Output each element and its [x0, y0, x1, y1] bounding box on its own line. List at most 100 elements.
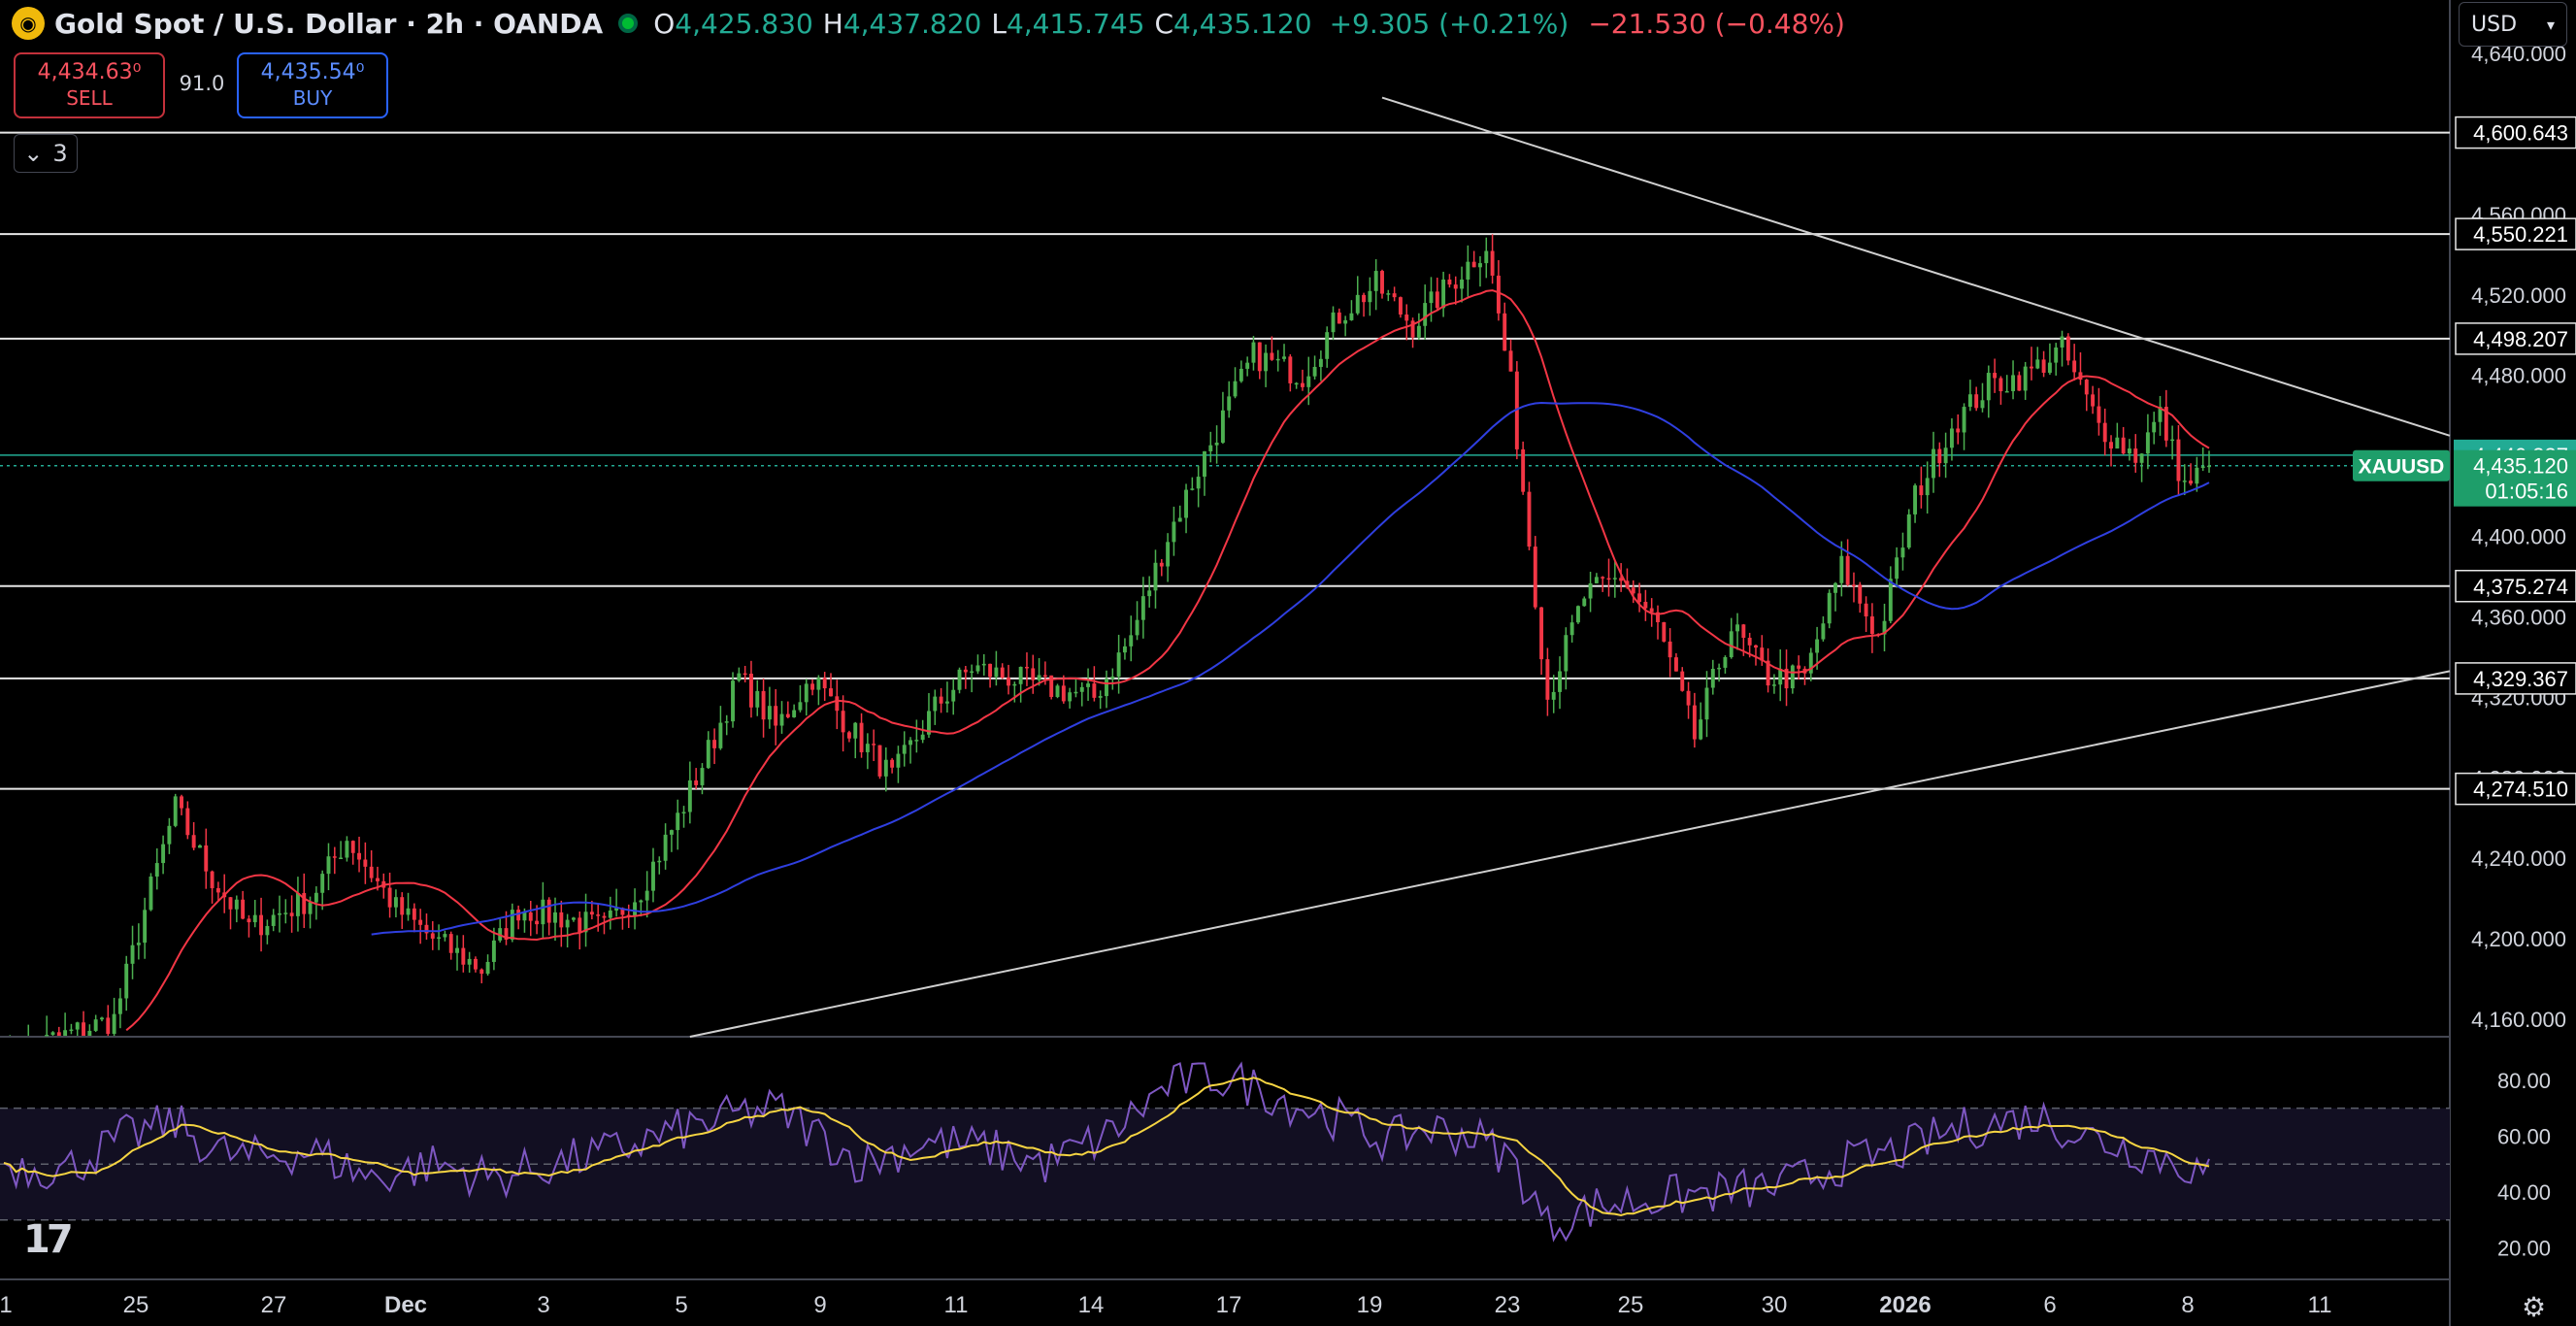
candle-body: [1306, 376, 1311, 387]
open-label: O: [653, 7, 676, 40]
candle-body: [2170, 439, 2175, 442]
indicators-toggle[interactable]: ⌄ 3: [14, 134, 78, 173]
candle-body: [1943, 448, 1948, 464]
candle-body: [1723, 656, 1728, 668]
level-price-tag: [2455, 116, 2576, 149]
candle-body: [241, 899, 246, 919]
candle-body: [1998, 378, 2003, 392]
candle-body: [1771, 684, 1776, 686]
candle-body: [902, 745, 907, 754]
candle-body: [185, 808, 190, 836]
candle-body: [1588, 582, 1593, 599]
candle-body: [1864, 603, 1868, 617]
candle-body: [1264, 352, 1269, 372]
candle-body: [247, 918, 251, 923]
candle-body: [1551, 691, 1556, 700]
candle-body: [1238, 368, 1243, 381]
candle-body: [130, 945, 135, 964]
candle-body: [602, 915, 607, 918]
candle-body: [56, 1032, 61, 1036]
gear-icon[interactable]: ⚙: [2522, 1291, 2547, 1323]
candle-body: [124, 963, 129, 999]
tradingview-logo-icon[interactable]: 17: [23, 1217, 74, 1262]
candle-body: [816, 678, 821, 690]
candle-body: [302, 892, 307, 914]
candle-body: [553, 912, 557, 923]
candle-body: [1042, 675, 1047, 677]
candle-body: [1220, 410, 1225, 443]
candle-body: [883, 759, 888, 777]
candle-body: [406, 908, 411, 915]
candle-body: [69, 1029, 74, 1032]
candle-body: [1839, 555, 1844, 583]
candle-body: [180, 796, 183, 809]
ma-fast-line: [125, 289, 2210, 1032]
rsi-ma-line: [3, 1077, 2210, 1217]
candle-body: [1392, 293, 1397, 298]
time-tick-label: 30: [1762, 1292, 1788, 1318]
candle-body: [528, 912, 533, 921]
time-tick-label: 25: [123, 1292, 149, 1318]
market-status-icon[interactable]: [618, 14, 639, 33]
candle-body: [1956, 428, 1961, 433]
candle-body: [2163, 407, 2168, 441]
candle-body: [1294, 382, 1299, 385]
candle-body: [1680, 671, 1685, 691]
candle-body: [1086, 683, 1091, 687]
symbol-title[interactable]: Gold Spot / U.S. Dollar · 2h · OANDA: [54, 7, 604, 40]
candle-body: [1147, 590, 1152, 597]
candle-body: [473, 958, 478, 970]
level-price-tag: [2455, 772, 2576, 806]
candle-body: [939, 696, 943, 704]
candle-body: [1858, 584, 1863, 604]
candle-body: [149, 876, 153, 911]
sell-button[interactable]: 4,434.63⁰ SELL: [14, 52, 165, 118]
candle-body: [2127, 448, 2131, 454]
candle-body: [2158, 407, 2163, 422]
candle-body: [865, 744, 870, 752]
candle-body: [204, 845, 209, 872]
currency-select[interactable]: USD ▾: [2459, 2, 2567, 47]
price-axis: 4,640.0004,560.0004,520.0004,480.0004,40…: [2353, 0, 2576, 1326]
candle-body: [215, 887, 220, 893]
candle-body: [1913, 485, 1918, 514]
candle-body: [1895, 557, 1899, 580]
candle-body: [485, 961, 490, 975]
candle-body: [1251, 342, 1256, 363]
candle-body: [234, 899, 239, 910]
candle-body: [761, 690, 766, 720]
candle-body: [1643, 602, 1648, 609]
candle-body: [951, 689, 956, 702]
candle-body: [437, 937, 442, 939]
candle-body: [1649, 608, 1654, 613]
candle-body: [743, 673, 747, 676]
candle-body: [578, 917, 582, 933]
candle-body: [1233, 381, 1238, 397]
candle-body: [798, 702, 803, 711]
candle-body: [2035, 359, 2040, 369]
candle-body: [737, 673, 742, 681]
candle-body: [387, 887, 392, 908]
candle-body: [1980, 400, 1985, 409]
buy-button[interactable]: 4,435.54⁰ BUY: [237, 52, 388, 118]
candle-body: [1343, 319, 1348, 324]
time-tick-label: 17: [1216, 1292, 1242, 1318]
candle-body: [1937, 448, 1942, 464]
candle-body: [676, 812, 680, 831]
candle-body: [589, 912, 594, 915]
candle-body: [1398, 297, 1403, 315]
candle-body: [2121, 437, 2126, 454]
candle-body: [644, 890, 649, 901]
candle-body: [278, 912, 281, 915]
open-value: 4,425.830: [675, 7, 813, 40]
time-axis: 1 25 27 Dec 3 5 9 11 14 17 19 23 25 30 2026 6 8 11: [0, 1292, 2331, 1318]
candle-body: [933, 696, 938, 712]
candle-body: [1214, 442, 1219, 446]
candle-body: [63, 1030, 68, 1036]
candle-body: [1656, 612, 1660, 622]
candle-body: [2004, 390, 2009, 393]
candle-body: [332, 856, 337, 858]
candle-body: [1815, 639, 1820, 653]
candle-body: [1018, 666, 1023, 684]
